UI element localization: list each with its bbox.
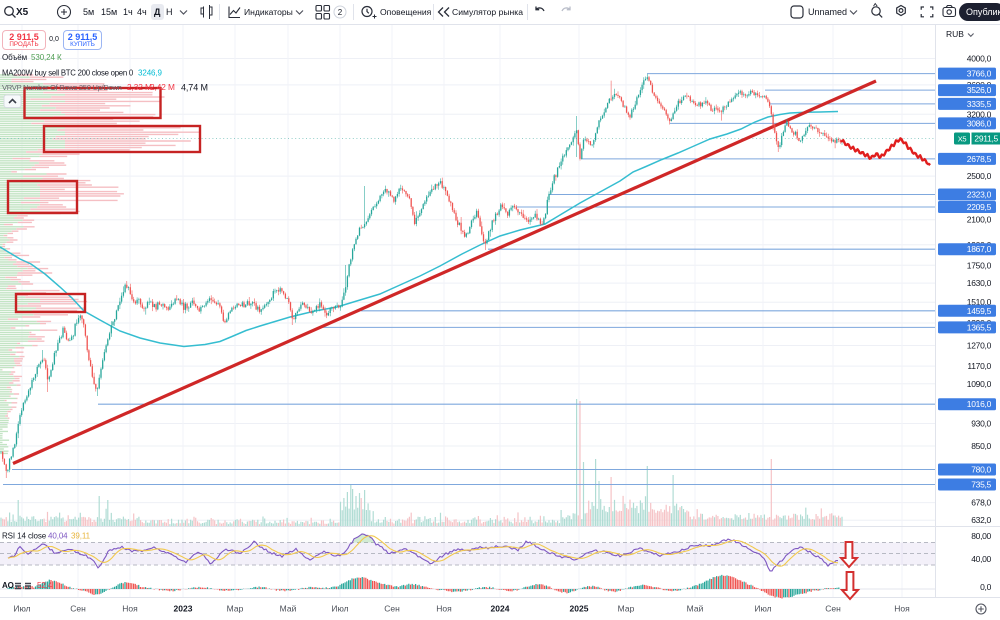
svg-text:Н: Н (166, 7, 173, 17)
svg-text:1270,0: 1270,0 (967, 341, 992, 351)
svg-text:1867,0: 1867,0 (967, 244, 992, 254)
svg-text:Сен: Сен (384, 604, 400, 614)
svg-text:2209,5: 2209,5 (967, 202, 992, 212)
svg-text:1750,0: 1750,0 (967, 260, 992, 270)
svg-text:2,32 М: 2,32 М (127, 82, 152, 92)
svg-text:Опублико: Опублико (966, 7, 1000, 17)
svg-text:850,0: 850,0 (971, 441, 991, 451)
svg-text:X5: X5 (958, 135, 967, 144)
svg-text:39,11: 39,11 (71, 532, 91, 541)
svg-text:1090,0: 1090,0 (967, 379, 992, 389)
svg-text:5м: 5м (83, 7, 94, 17)
svg-text:4,74 М: 4,74 М (181, 83, 208, 93)
svg-text:2100,0: 2100,0 (967, 215, 992, 225)
svg-text:1170,0: 1170,0 (967, 361, 991, 371)
svg-text:RSI 14 close: RSI 14 close (2, 532, 47, 541)
svg-text:X5: X5 (16, 7, 29, 18)
svg-text:Июл: Июл (754, 604, 771, 614)
svg-text:530,24 К: 530,24 К (31, 53, 62, 62)
svg-text:AO: AO (2, 581, 14, 590)
svg-text:2: 2 (338, 8, 343, 17)
svg-text:632,0: 632,0 (971, 515, 991, 525)
svg-text:Ноя: Ноя (436, 604, 452, 614)
svg-text:Индикаторы: Индикаторы (244, 7, 293, 17)
svg-text:1365,5: 1365,5 (967, 322, 992, 332)
svg-text:2025: 2025 (570, 604, 589, 614)
svg-text:Мар: Мар (618, 604, 635, 614)
svg-text:Симулятор рынка: Симулятор рынка (452, 7, 523, 17)
svg-text:2023: 2023 (174, 604, 193, 614)
svg-text:3086,0: 3086,0 (967, 118, 992, 128)
svg-text:3246,9: 3246,9 (138, 69, 163, 78)
svg-text:2024: 2024 (491, 604, 510, 614)
svg-text:1016,0: 1016,0 (967, 399, 992, 409)
svg-text:4000,0: 4000,0 (967, 54, 992, 64)
svg-text:678,0: 678,0 (971, 498, 991, 508)
svg-text:Сен: Сен (70, 604, 86, 614)
svg-text:Оповещения: Оповещения (380, 7, 432, 17)
svg-text:Д: Д (154, 7, 161, 17)
svg-text:2911,5: 2911,5 (974, 134, 998, 144)
svg-text:2323,0: 2323,0 (967, 190, 992, 200)
svg-text:Ноя: Ноя (122, 604, 138, 614)
svg-text:3200,0: 3200,0 (967, 109, 992, 119)
svg-text:1459,5: 1459,5 (967, 306, 992, 316)
svg-text:40,04: 40,04 (48, 532, 68, 541)
svg-text:0,0: 0,0 (980, 582, 991, 592)
svg-text:Июл: Июл (13, 604, 30, 614)
svg-text:40,00: 40,00 (971, 554, 991, 564)
svg-text:Май: Май (280, 604, 297, 614)
svg-text:RUB: RUB (946, 29, 964, 39)
svg-text:780,0: 780,0 (971, 465, 991, 475)
svg-text:Объём: Объём (2, 53, 27, 62)
svg-text:Сен: Сен (825, 604, 841, 614)
svg-text:Ноя: Ноя (894, 604, 910, 614)
svg-text:15м: 15м (101, 7, 117, 17)
svg-text:2500,0: 2500,0 (967, 171, 992, 181)
svg-text:1630,0: 1630,0 (967, 278, 992, 288)
svg-text:2678,5: 2678,5 (967, 154, 992, 164)
svg-text:80,00: 80,00 (971, 531, 991, 541)
svg-text:52,4: 52,4 (37, 581, 53, 590)
svg-text:MA200W buy sell BTC 200 close: MA200W buy sell BTC 200 close open 0 (2, 69, 134, 78)
svg-text:VRVP Number Of Rows 250 Up/Dow: VRVP Number Of Rows 250 Up/Down (2, 83, 122, 92)
svg-text:1510,0: 1510,0 (967, 297, 992, 307)
svg-text:1ч: 1ч (123, 7, 133, 17)
svg-text:4ч: 4ч (137, 7, 147, 17)
svg-text:Мар: Мар (227, 604, 244, 614)
svg-text:Июл: Июл (331, 604, 348, 614)
svg-text:3766,0: 3766,0 (967, 69, 992, 79)
svg-text:2,42 М: 2,42 М (150, 82, 175, 92)
svg-text:3526,0: 3526,0 (967, 85, 992, 95)
svg-text:3335,5: 3335,5 (967, 99, 992, 109)
svg-text:930,0: 930,0 (971, 419, 991, 429)
svg-text:Май: Май (687, 604, 704, 614)
svg-text:Unnamed: Unnamed (808, 7, 847, 17)
svg-text:735,5: 735,5 (971, 480, 991, 490)
